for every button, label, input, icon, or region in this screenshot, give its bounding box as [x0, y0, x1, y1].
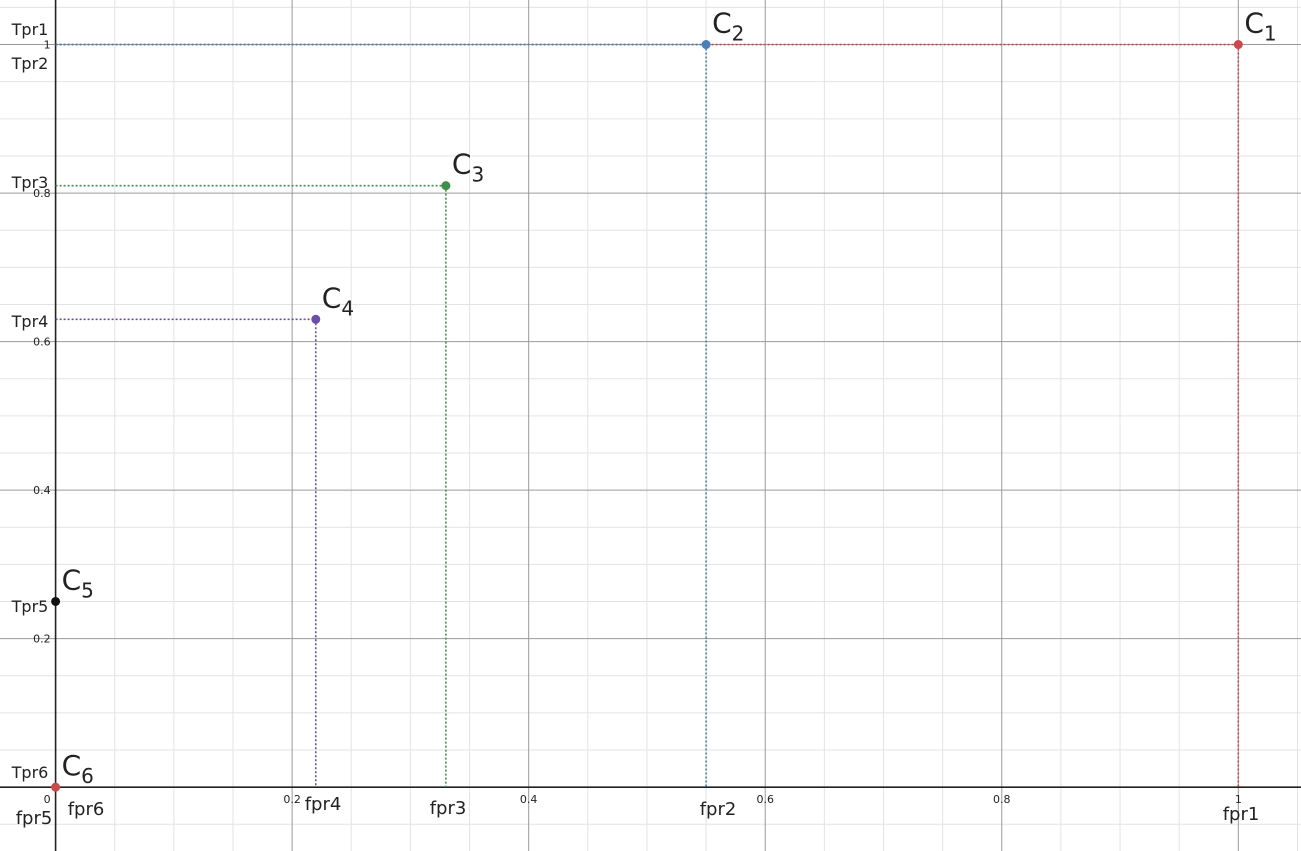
y-tick-label: 0.2: [33, 633, 51, 646]
tpr-label: Tpr2: [11, 54, 49, 73]
point-label: C2: [712, 7, 744, 46]
x-tick-label: 0.4: [520, 793, 538, 806]
point-label: C1: [1244, 7, 1276, 46]
x-tick-label: 1: [1235, 793, 1242, 806]
y-tick-label: 0.6: [33, 336, 51, 349]
data-point: [701, 40, 711, 50]
y-tick-label: 0.8: [33, 187, 51, 200]
x-tick-label: 0.8: [993, 793, 1011, 806]
x-tick-label: 0.6: [756, 793, 774, 806]
fpr-label: fpr3: [430, 798, 467, 819]
x-tick-label: 0.2: [283, 793, 301, 806]
tpr-label: Tpr3: [11, 173, 49, 192]
tpr-label: Tpr4: [11, 312, 49, 331]
data-points: [51, 40, 1243, 792]
point-label: C6: [62, 749, 94, 788]
point-label: C4: [322, 281, 354, 320]
tick-labels: 0.2 0.4 0.6 0.8 1 0.2 0.4 0.6 0.8 1 0: [33, 39, 1242, 807]
fpr-label: fpr6: [68, 799, 105, 820]
fpr-label: fpr1: [1223, 804, 1260, 825]
point-label: C5: [62, 563, 94, 602]
origin-label: 0: [44, 793, 51, 806]
data-point: [1233, 40, 1243, 50]
data-point: [51, 596, 61, 606]
fpr-label: fpr2: [700, 799, 737, 820]
fpr-label: fpr4: [305, 794, 342, 815]
data-point: [51, 782, 61, 792]
y-tick-label: 1: [44, 39, 51, 52]
tpr-label: Tpr1: [11, 20, 49, 39]
fpr-label: fpr5: [16, 808, 53, 829]
data-point: [441, 181, 451, 191]
y-tick-label: 0.4: [33, 484, 51, 497]
point-label: C3: [452, 148, 484, 187]
drop-lines: [55, 43, 1240, 788]
handwritten-labels: C1 C2 C3 C4 C5 C6 Tpr1 fpr1 Tpr2 fpr2 Tpr3 fpr3 Tpr4…: [11, 7, 1277, 829]
tpr-label: Tpr6: [11, 763, 49, 782]
data-point: [311, 314, 321, 324]
tpr-label: Tpr5: [11, 597, 49, 616]
